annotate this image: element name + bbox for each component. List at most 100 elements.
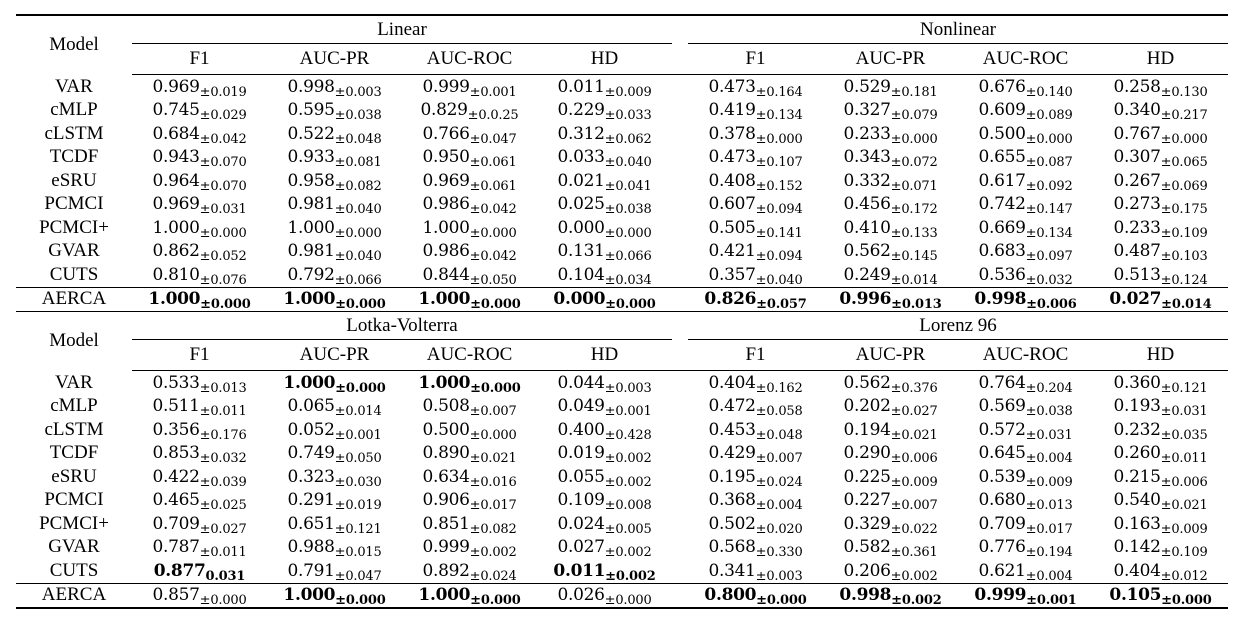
column-gap <box>672 99 688 123</box>
std-value: ±0.042 <box>469 202 517 216</box>
dataset-title: Nonlinear <box>688 14 1228 44</box>
metric-header-row: F1 AUC-PR AUC-ROC HD F1 AUC-PR AUC-ROC HD <box>16 339 1228 371</box>
mean-value: 0.360 <box>1113 372 1161 393</box>
std-value: ±0.002 <box>891 593 942 608</box>
mean-value: 0.981 <box>287 241 335 262</box>
std-value: ±0.035 <box>1160 427 1208 442</box>
column-gap <box>672 43 688 75</box>
metric-cell: 0.745±0.029 <box>132 99 267 122</box>
metric-cell: 0.958±0.082 <box>267 169 402 193</box>
column-gap <box>672 465 688 489</box>
mean-value: 0.776 <box>978 537 1026 558</box>
metric-cell: 0.767±0.000 <box>1093 122 1228 146</box>
mean-value: 0.683 <box>978 241 1026 262</box>
mean-value: 0.745 <box>152 100 200 121</box>
metric-cell: 0.766±0.047 <box>402 122 537 146</box>
model-name: GVAR <box>48 536 100 558</box>
metric-header: F1 <box>132 43 267 75</box>
metric-cell: 0.422±0.039 <box>132 465 267 489</box>
mean-value: 0.981 <box>287 194 335 215</box>
mean-value: 0.857 <box>152 585 200 606</box>
metric-cell: 0.429±0.007 <box>688 442 823 465</box>
metric-cell: 0.999±0.001 <box>958 582 1093 609</box>
metric-cell: 0.131±0.066 <box>537 240 672 263</box>
model-name: AERCA <box>16 582 132 609</box>
metric-cell: 0.500±0.000 <box>958 122 1093 146</box>
metric-cell: 0.357±0.040 <box>688 263 823 287</box>
table-row: PCMCI+ 1.000±0.000 1.000±0.000 1.000±0.000 0… <box>16 216 1228 240</box>
mean-value: 0.472 <box>708 396 756 417</box>
std-value: ±0.040 <box>755 272 803 287</box>
metric-cell: 0.258±0.130 <box>1093 75 1228 99</box>
metric-cell: 1.000±0.000 <box>402 582 537 609</box>
std-value: ±0.070 <box>199 155 247 169</box>
std-value: ±0.194 <box>1025 545 1073 559</box>
metric-cell: 0.312±0.062 <box>537 122 672 146</box>
std-value: ±0.072 <box>890 155 938 169</box>
metric-cell: 0.562±0.376 <box>823 371 958 395</box>
metric-header: F1 <box>688 339 823 371</box>
metric-cell: 0.473±0.164 <box>688 75 823 99</box>
table-row: cLSTM 0.684±0.042 0.522±0.048 0.766±0.047 0.… <box>16 122 1228 146</box>
std-value: ±0.027 <box>199 521 247 536</box>
metric-cell: 0.522±0.048 <box>267 122 402 146</box>
std-value: ±0.042 <box>199 131 247 146</box>
std-value: ±0.007 <box>755 451 803 465</box>
metric-cell: 0.684±0.042 <box>132 122 267 146</box>
std-value: ±0.000 <box>335 380 386 395</box>
column-gap <box>672 442 688 466</box>
table-row: cMLP 0.511±0.011 0.065±0.014 0.508±0.007 0.0… <box>16 395 1228 418</box>
mean-value: 0.260 <box>1113 443 1161 464</box>
mean-value: 0.877 <box>153 560 206 581</box>
std-value: ±0.011 <box>199 545 247 559</box>
mean-value: 0.617 <box>978 170 1026 191</box>
mean-value: 0.655 <box>978 147 1026 168</box>
std-value: ±0.041 <box>604 178 652 193</box>
metric-cell: 0.996±0.013 <box>823 286 958 312</box>
metric-cell: 0.502±0.020 <box>688 512 823 536</box>
metric-cell: 0.540±0.021 <box>1093 489 1228 512</box>
model-name: CUTS <box>49 559 99 581</box>
mean-value: 0.465 <box>152 490 200 511</box>
std-value: ±0.006 <box>1026 297 1077 312</box>
mean-value: 0.539 <box>978 466 1026 487</box>
metric-cell: 0.680±0.013 <box>958 489 1093 512</box>
std-value: ±0.027 <box>890 404 938 418</box>
mean-value: 0.202 <box>843 396 891 417</box>
metric-cell: 0.472±0.058 <box>688 395 823 418</box>
metric-cell: 0.529±0.181 <box>823 75 958 99</box>
metric-cell: 0.215±0.006 <box>1093 465 1228 489</box>
std-value: ±0.000 <box>334 225 382 240</box>
metric-cell: 0.572±0.031 <box>958 418 1093 442</box>
results-table-figure: Model Linear Nonlinear F1 AUC-PR AUC-ROC HD F1 A… <box>16 14 1228 609</box>
metric-cell: 1.000±0.000 <box>132 216 267 240</box>
std-value: ±0.164 <box>755 84 803 99</box>
std-value: ±0.014 <box>890 272 938 287</box>
std-value: ±0.003 <box>604 380 652 395</box>
metric-header: HD <box>1093 43 1228 75</box>
std-value: ±0.065 <box>1160 155 1208 169</box>
column-gap <box>672 418 688 442</box>
mean-value: 0.378 <box>708 123 756 144</box>
std-value: ±0.066 <box>334 272 382 287</box>
metric-cell: 0.340±0.217 <box>1093 99 1228 122</box>
std-value: ±0.039 <box>199 474 247 489</box>
mean-value: 0.131 <box>557 241 605 262</box>
std-value: ±0.061 <box>469 178 517 193</box>
mean-value: 0.500 <box>978 123 1026 144</box>
std-value: ±0.428 <box>604 427 652 442</box>
metric-cell: 0.273±0.175 <box>1093 193 1228 216</box>
mean-value: 0.996 <box>839 289 892 310</box>
mean-value: 0.950 <box>422 147 470 168</box>
metric-cell: 0.892±0.024 <box>402 559 537 583</box>
metric-cell: 0.749±0.050 <box>267 442 402 465</box>
mean-value: 0.533 <box>152 372 200 393</box>
mean-value: 0.669 <box>978 217 1026 238</box>
mean-value: 0.229 <box>557 100 605 121</box>
std-value: ±0.007 <box>469 404 517 418</box>
metric-cell: 0.104±0.034 <box>537 263 672 287</box>
metric-cell: 0.332±0.071 <box>823 169 958 193</box>
mean-value: 0.792 <box>287 264 335 285</box>
std-value: ±0.002 <box>605 568 656 583</box>
metric-cell: 0.368±0.004 <box>688 489 823 512</box>
